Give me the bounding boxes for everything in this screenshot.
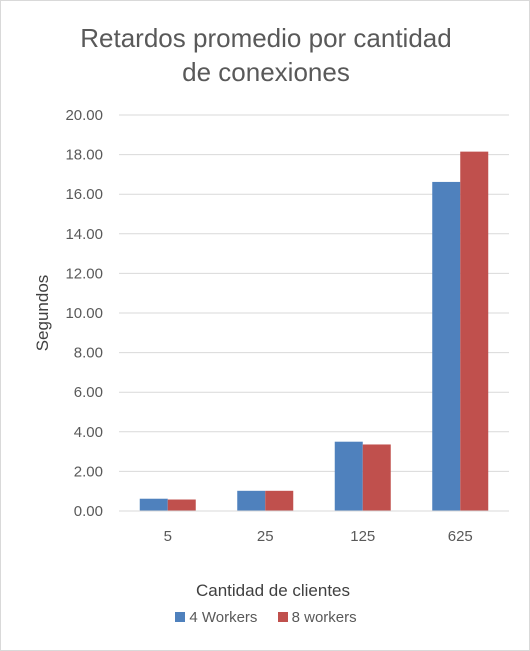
x-tick-label: 25: [257, 528, 274, 545]
y-tick-label: 12.00: [65, 265, 103, 282]
x-tick-label: 5: [164, 528, 172, 545]
bar-series-1-625: [432, 181, 461, 511]
bar-series-2-25: [265, 490, 294, 511]
y-tick-label: 8.00: [74, 345, 103, 362]
bar-series-1-25: [237, 490, 266, 511]
y-tick-label: 16.00: [65, 186, 103, 203]
legend-label-series-2: 8 workers: [291, 609, 357, 626]
bar-series-2-125: [362, 444, 391, 511]
legend-swatch-series-2: [277, 612, 288, 622]
y-tick-label: 10.00: [65, 305, 103, 322]
x-axis-ticks: 5 25 125 625: [164, 528, 473, 545]
x-tick-label: 625: [448, 528, 473, 545]
bar-series-1-5: [139, 498, 168, 511]
y-axis-ticks: 0.00 2.00 4.00 6.00 8.00 10.00 12.00 14.00 16.00…: [65, 107, 103, 520]
y-tick-label: 6.00: [74, 384, 103, 401]
legend-label-series-1: 4 Workers: [189, 609, 258, 626]
y-tick-label: 14.00: [65, 226, 103, 243]
y-tick-label: 18.00: [65, 147, 103, 164]
legend: 4 Workers 8 workers: [1, 609, 529, 626]
x-axis-title: Cantidad de clientes: [196, 581, 350, 600]
bar-series-1-125: [334, 441, 363, 511]
bar-series-2-625: [460, 151, 489, 511]
y-tick-label: 2.00: [74, 463, 103, 480]
legend-swatch-series-1: [175, 612, 186, 622]
legend-item-series-2: 8 workers: [277, 609, 357, 626]
y-tick-label: 0.00: [74, 503, 103, 520]
chart-title: Retardos promedio por cantidad de conexi…: [80, 23, 452, 87]
legend-item-series-1: 4 Workers: [175, 609, 257, 626]
bar-series-2-5: [167, 499, 196, 511]
bars: [119, 151, 509, 512]
y-axis-title: Segundos: [33, 275, 52, 352]
y-tick-label: 20.00: [65, 107, 103, 124]
y-tick-label: 4.00: [74, 424, 103, 441]
x-tick-label: 125: [350, 528, 375, 545]
